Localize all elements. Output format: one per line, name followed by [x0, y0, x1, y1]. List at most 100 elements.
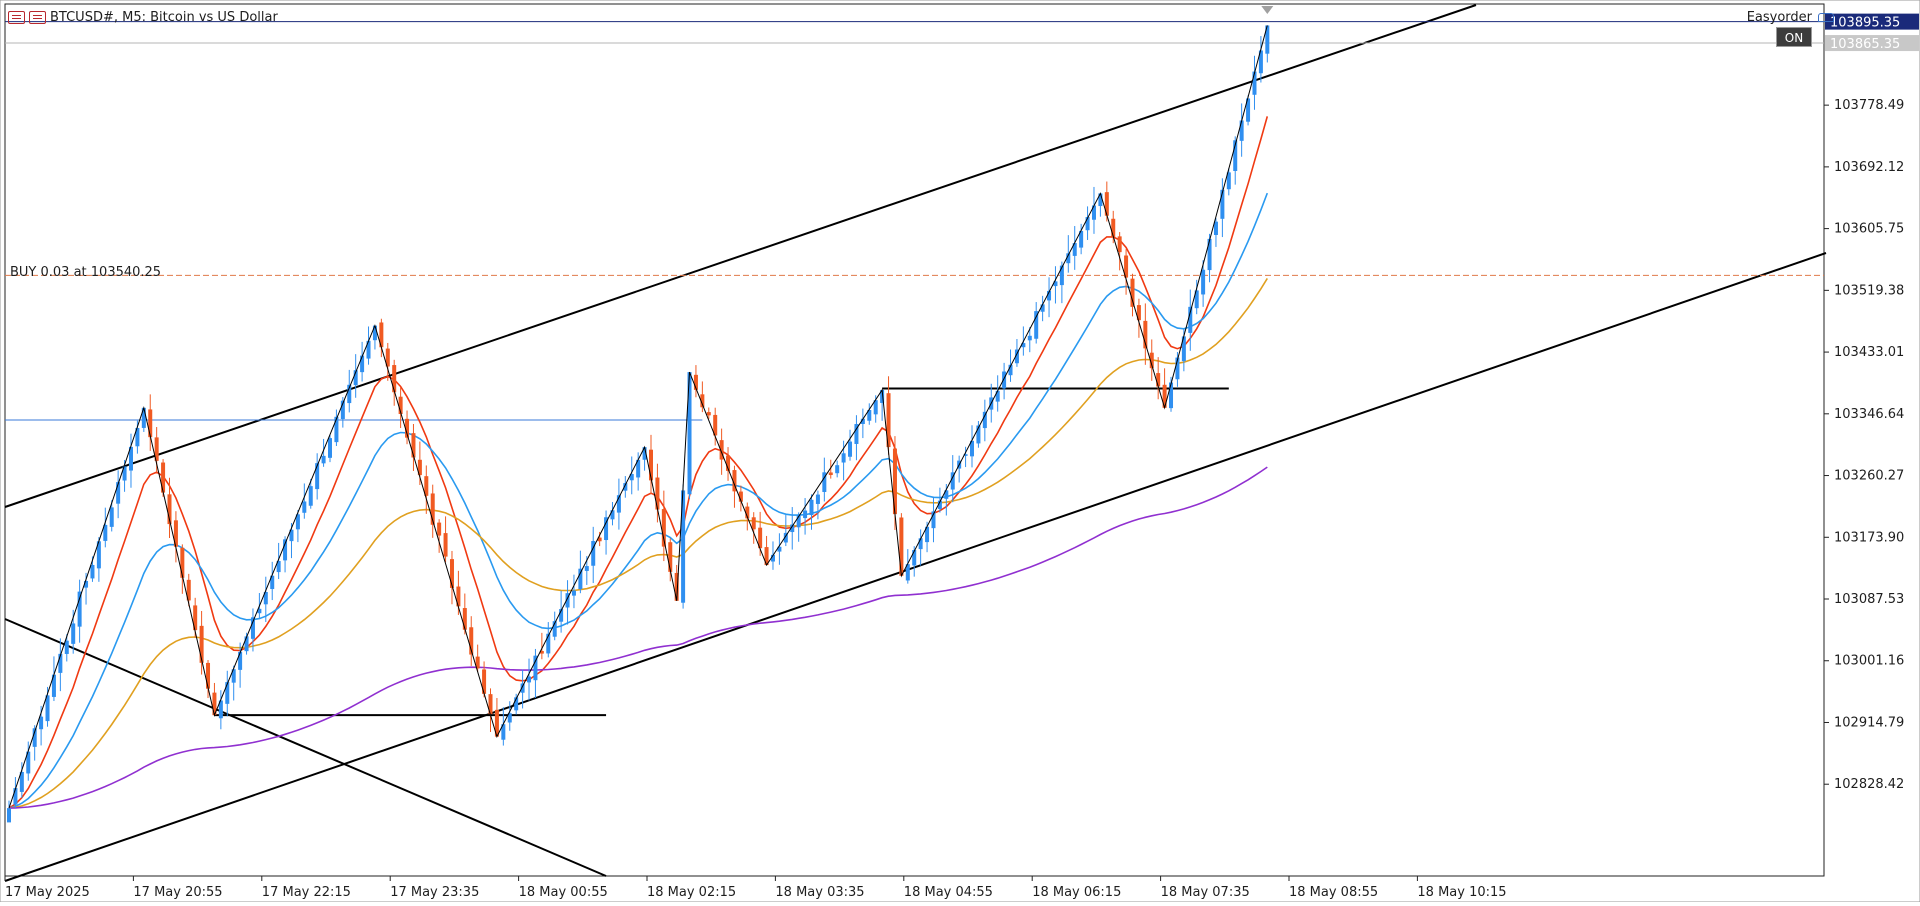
- candle: [443, 516, 448, 563]
- candle: [392, 359, 397, 406]
- candle: [546, 622, 551, 658]
- y-axis: 103778.49 103692.12 103605.75 103519.38 1034…: [1824, 98, 1904, 792]
- candle: [1098, 193, 1103, 217]
- candle: [1265, 25, 1270, 63]
- candle: [1059, 261, 1064, 304]
- channel-lines: [4, 4, 1827, 882]
- candle: [1047, 277, 1052, 318]
- candle: [681, 484, 686, 609]
- chart-properties-icon[interactable]: [29, 11, 46, 24]
- candle: [1053, 266, 1058, 304]
- candle: [533, 648, 538, 698]
- candle: [84, 572, 89, 605]
- candle: [1194, 279, 1199, 315]
- candle: [173, 511, 178, 563]
- candle: [411, 424, 416, 471]
- chart-menu-icon[interactable]: [8, 11, 25, 24]
- candle: [854, 415, 859, 461]
- y-tick-label: 103260.27: [1834, 469, 1904, 484]
- candle: [379, 318, 384, 358]
- candle: [353, 354, 358, 398]
- candle: [270, 561, 275, 601]
- candle: [494, 698, 499, 737]
- candle: [963, 446, 968, 468]
- candle: [1091, 186, 1096, 234]
- candle: [571, 574, 576, 609]
- candle: [610, 502, 615, 526]
- channel-lower-line[interactable]: [4, 252, 1827, 882]
- candle: [167, 477, 172, 539]
- last-price-marker: [1261, 6, 1274, 14]
- candle: [302, 483, 307, 519]
- candle: [1156, 357, 1161, 400]
- expert-advisor-status-button[interactable]: ON: [1776, 27, 1812, 47]
- buy-order-label: BUY 0.03 at 103540.25: [10, 265, 162, 280]
- candle: [726, 447, 731, 481]
- candle: [58, 638, 63, 692]
- x-tick-label: 18 May 06:15: [1032, 885, 1121, 900]
- y-tick-label: 103692.12: [1834, 160, 1904, 175]
- x-tick-label: 18 May 03:35: [775, 885, 864, 900]
- candle: [199, 610, 204, 675]
- y-tick-label: 103001.16: [1834, 654, 1904, 669]
- candle: [828, 459, 833, 479]
- expert-advisor-icon: [1818, 13, 1834, 22]
- candle: [822, 457, 827, 502]
- candle: [96, 537, 101, 582]
- candle: [128, 433, 133, 488]
- candle: [385, 342, 390, 381]
- expert-advisor-name: Easyorder: [1746, 10, 1812, 25]
- candle: [520, 669, 525, 709]
- candle: [295, 510, 300, 543]
- candle: [449, 550, 454, 605]
- candle: [982, 399, 987, 442]
- candle: [218, 690, 223, 730]
- candle: [642, 447, 647, 471]
- candle: [1085, 206, 1090, 240]
- candle: [950, 455, 955, 503]
- candle: [64, 634, 69, 662]
- candle: [141, 407, 146, 432]
- candle: [1136, 298, 1141, 338]
- candle: [1220, 178, 1225, 238]
- candle: [905, 549, 910, 584]
- candle: [552, 611, 557, 641]
- candle: [629, 456, 634, 495]
- expert-advisor-label[interactable]: Easyorder: [1747, 10, 1834, 25]
- candle: [713, 407, 718, 446]
- candle: [430, 484, 435, 538]
- x-tick-label: 17 May 23:35: [390, 885, 479, 900]
- channel-upper-line[interactable]: [4, 4, 1477, 508]
- x-tick-label: 18 May 08:55: [1289, 885, 1378, 900]
- candle: [835, 460, 840, 478]
- candle: [1175, 351, 1180, 387]
- candle: [636, 452, 641, 491]
- candle: [186, 573, 191, 607]
- candle: [315, 453, 320, 500]
- candle: [1002, 362, 1007, 400]
- descending-trend-line[interactable]: [4, 618, 607, 877]
- x-tick-label: 18 May 00:55: [519, 885, 608, 900]
- candle: [116, 470, 121, 519]
- candle: [738, 485, 743, 512]
- ema-mid-line: [8, 192, 1269, 809]
- candle: [995, 375, 1000, 412]
- candle: [1252, 55, 1257, 110]
- candle: [937, 487, 942, 513]
- candle: [507, 701, 512, 731]
- x-tick-label: 18 May 02:15: [647, 885, 736, 900]
- plot-frame: [4, 3, 1825, 877]
- candle: [19, 762, 24, 798]
- candle: [469, 616, 474, 666]
- candle: [405, 410, 410, 445]
- ema-long-line: [8, 466, 1268, 809]
- candle: [1079, 223, 1084, 255]
- candle: [1040, 295, 1045, 322]
- x-tick-label: 17 May 22:15: [262, 885, 351, 900]
- candle: [976, 421, 981, 448]
- ema-fast-line: [8, 116, 1269, 809]
- candle: [225, 670, 230, 717]
- candle: [687, 372, 692, 499]
